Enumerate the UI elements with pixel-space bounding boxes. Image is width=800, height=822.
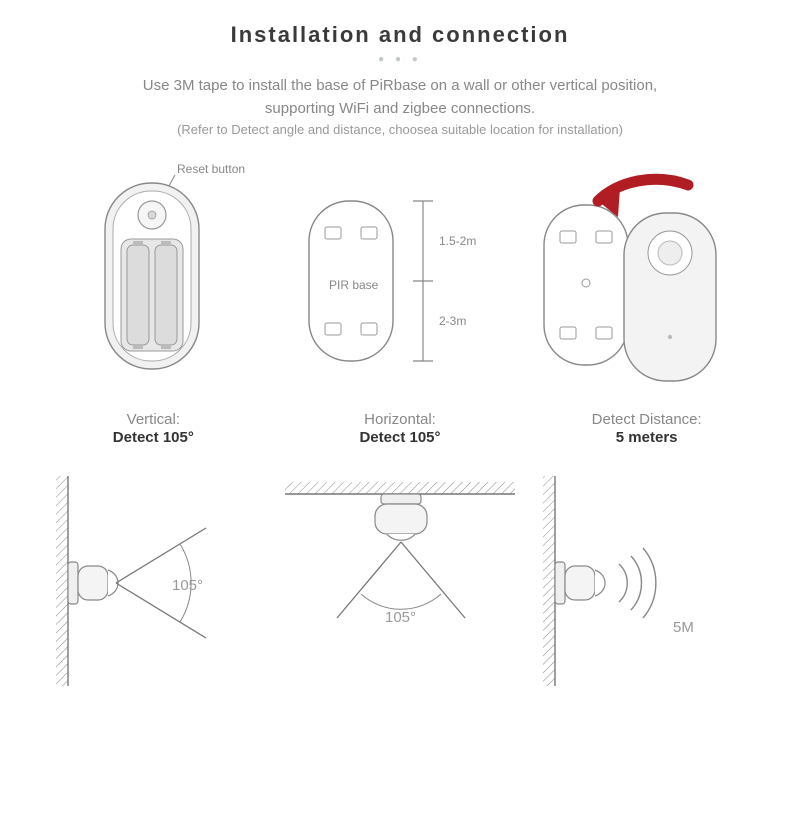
- detection-diagrams-row: 105° 105°: [0, 472, 800, 702]
- reset-button-label: Reset button: [177, 162, 245, 176]
- description: Use 3M tape to install the base of PiRba…: [0, 75, 800, 120]
- diagram-horizontal-angle: 105°: [277, 472, 524, 702]
- figure-snap-on: [524, 161, 772, 391]
- diagram-vertical-angle: 105°: [30, 472, 277, 702]
- pir-base-label: PIR base: [329, 278, 379, 292]
- divider-dots: ● ● ●: [0, 54, 800, 65]
- spec-value: Detect 105°: [277, 429, 524, 446]
- spec-labels-row: Vertical: Detect 105° Horizontal: Detect…: [0, 411, 800, 446]
- spec-value: 5 meters: [523, 429, 770, 446]
- installation-figures-row: Reset button: [0, 161, 800, 401]
- figure-battery-back: Reset button: [28, 161, 276, 391]
- spec-value: Detect 105°: [30, 429, 277, 446]
- spec-distance: Detect Distance: 5 meters: [523, 411, 770, 446]
- figure-pir-base: PIR base 1.5-2m 2-3m: [276, 161, 524, 391]
- spec-horizontal: Horizontal: Detect 105°: [277, 411, 524, 446]
- desc-line2: supporting WiFi and zigbee connections.: [265, 100, 535, 117]
- diagram-detect-distance: 5M: [523, 472, 770, 702]
- spec-label: Vertical:: [30, 411, 277, 428]
- height-upper-label: 1.5-2m: [439, 234, 476, 248]
- description-sub: (Refer to Detect angle and distance, cho…: [0, 122, 800, 137]
- horizontal-angle-text: 105°: [385, 609, 416, 626]
- height-lower-label: 2-3m: [439, 314, 466, 328]
- spec-label: Detect Distance:: [523, 411, 770, 428]
- spec-label: Horizontal:: [277, 411, 524, 428]
- distance-text: 5M: [673, 619, 694, 636]
- page-title: Installation and connection: [0, 22, 800, 48]
- vertical-angle-text: 105°: [172, 577, 203, 594]
- spec-vertical: Vertical: Detect 105°: [30, 411, 277, 446]
- desc-line1: Use 3M tape to install the base of PiRba…: [143, 77, 657, 94]
